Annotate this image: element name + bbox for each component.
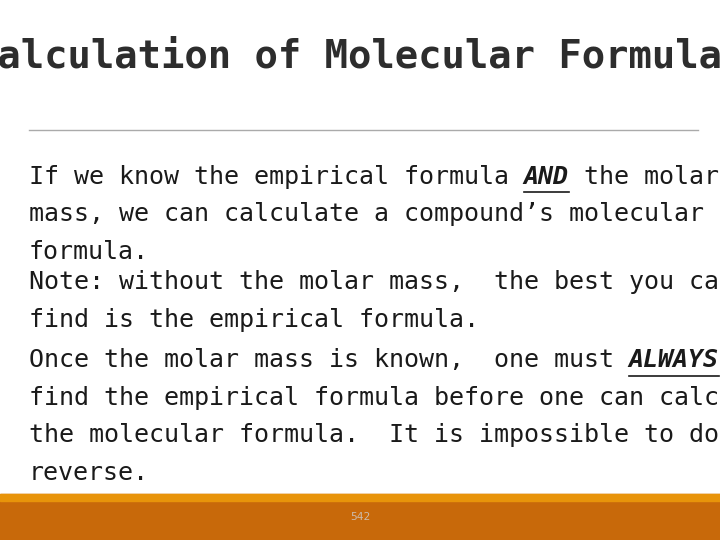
Text: find is the empirical formula.: find is the empirical formula. — [29, 307, 479, 332]
Text: ALWAYS: ALWAYS — [629, 348, 719, 372]
Text: formula.: formula. — [29, 240, 149, 264]
Text: 542: 542 — [350, 512, 370, 522]
Text: mass, we can calculate a compound’s molecular: mass, we can calculate a compound’s mole… — [29, 202, 703, 226]
Text: If we know the empirical formula: If we know the empirical formula — [29, 165, 523, 188]
Text: the molecular formula.  It is impossible to do the: the molecular formula. It is impossible … — [29, 423, 720, 447]
Text: reverse.: reverse. — [29, 461, 149, 485]
Text: Once the molar mass is known,  one must: Once the molar mass is known, one must — [29, 348, 629, 372]
Bar — [0, 494, 720, 540]
Text: find the empirical formula before one can calculate: find the empirical formula before one ca… — [29, 386, 720, 410]
Text: AND: AND — [524, 165, 569, 188]
Text: Note: without the molar mass,  the best you can: Note: without the molar mass, the best y… — [29, 270, 720, 294]
Text: the molar: the molar — [569, 165, 719, 188]
Text: Calculation of Molecular Formulas: Calculation of Molecular Formulas — [0, 38, 720, 76]
Bar — [0, 494, 720, 501]
